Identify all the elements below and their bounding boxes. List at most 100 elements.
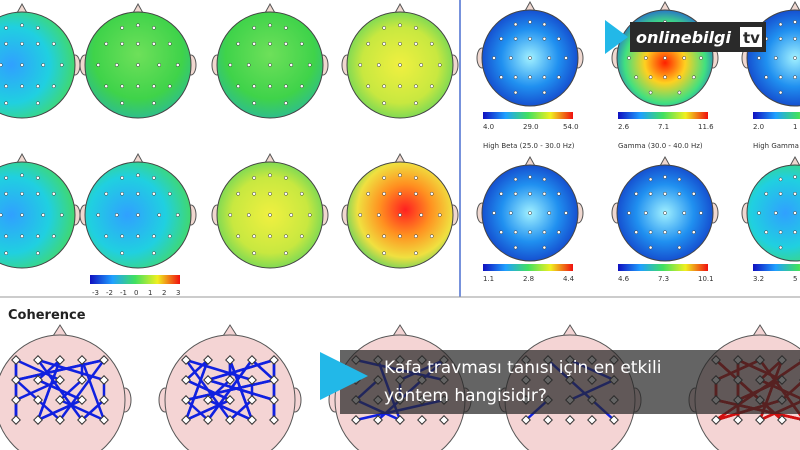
electrode [4,191,8,196]
electrode [269,415,279,425]
electrode [677,177,682,182]
electrode [77,375,87,385]
logo-name: onlinebilgi [636,28,731,47]
electrode [228,213,233,217]
electrode [114,63,119,67]
scale-label: 2.0 [753,123,764,131]
color-bar [483,264,573,271]
electrode [499,36,504,41]
electrode [0,63,3,67]
connection [184,359,210,421]
connection [58,359,106,421]
electrode [439,415,449,425]
electrode [643,56,648,60]
electrode [136,41,140,46]
scale-label: 2 [162,289,166,297]
electrode [247,355,257,365]
electrode [4,101,8,106]
scale-label: -2 [106,289,113,297]
electrode [793,211,797,215]
electrode [96,213,101,217]
electrode [711,415,721,425]
electrode [120,251,124,256]
electrode [542,75,547,80]
electrode [203,355,213,365]
electrode [513,177,518,182]
electrode [398,23,402,28]
electrode [627,211,631,215]
electrode [609,415,619,425]
map-title: Gamma (30.0 - 40.0 Hz) [618,142,703,150]
electrode [152,251,156,256]
electrode [236,234,241,239]
connection [206,359,254,421]
electrode [175,213,180,217]
electrode [398,173,402,178]
electrode [793,56,797,60]
electrode [414,101,418,106]
electrode [4,251,8,256]
electrode [677,245,682,250]
electrode [648,191,653,196]
electrode [20,63,24,67]
electrode [634,75,639,80]
electrode [663,191,667,196]
electrode [414,251,418,256]
electrode [152,176,156,180]
caption-line: Kafa travması tanısı için en etkili [384,358,661,378]
electrode [373,415,383,425]
nose [52,324,68,337]
electrode [167,234,172,239]
head [746,164,800,262]
electrode [136,173,140,178]
electrode [167,191,172,196]
electrode [289,63,294,67]
map-title: High Gamma ( [753,142,800,150]
electrode [175,63,180,67]
electrode [284,41,288,46]
electrode [677,75,682,80]
connection [36,359,62,421]
electrode [382,234,386,239]
electrode [556,230,561,235]
electrode [284,101,288,106]
electrode [417,415,427,425]
electrode [246,213,251,217]
electrode [252,26,256,30]
electrode [437,213,442,217]
electrode [120,101,124,106]
electrode [36,26,40,30]
electrode [634,230,639,235]
electrode [414,176,418,180]
electrode [20,213,24,217]
electrode [648,177,653,182]
electrode [36,234,40,239]
scale-label: 1 [793,123,797,131]
electrode [33,415,43,425]
electrode [299,191,304,196]
electrode [289,213,294,217]
electrode [382,41,386,46]
electrode [247,395,257,405]
electrode [398,234,402,239]
electrode [419,63,424,67]
electrode [55,355,65,365]
electrode [648,75,653,80]
electrode [225,355,235,365]
electrode [398,191,402,196]
electrode [528,175,532,179]
electrode [437,63,442,67]
electrode [508,211,513,215]
electrode [528,211,532,215]
electrode [152,41,156,46]
electrode [691,230,696,235]
electrode [778,75,783,80]
color-bar [618,264,708,271]
electrode [682,56,687,60]
scale-label: 3.2 [753,275,764,283]
electrode [547,56,552,60]
connection [207,398,253,422]
electrode [587,415,597,425]
electrode [757,211,761,215]
electrode [284,191,288,196]
